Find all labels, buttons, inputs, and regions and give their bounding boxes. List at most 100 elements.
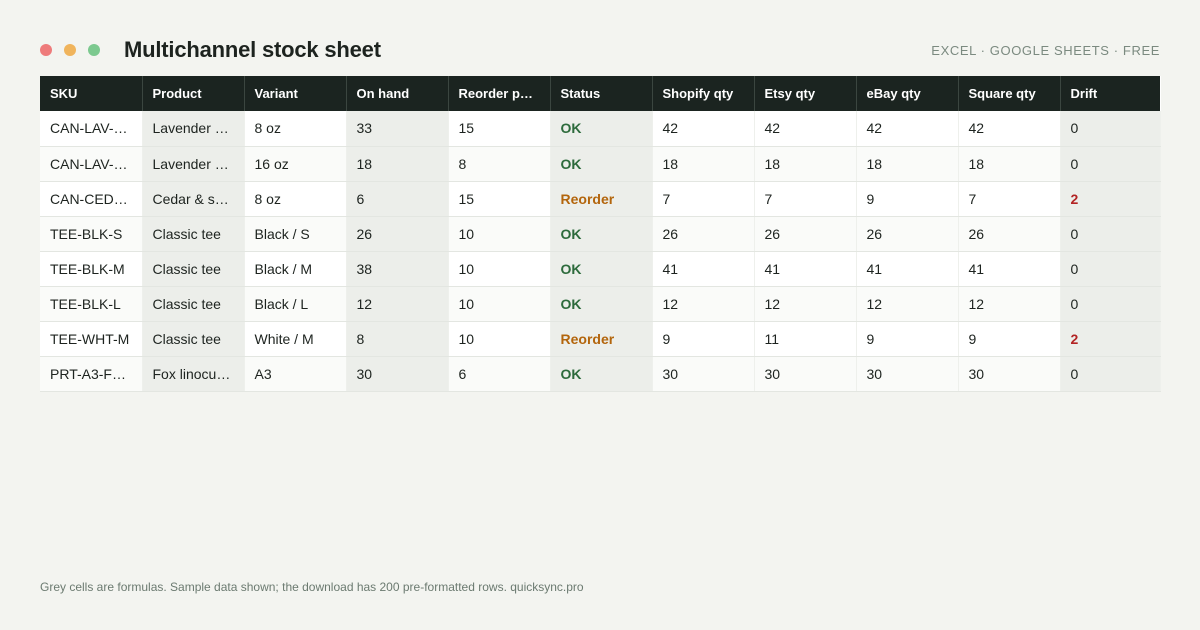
cell-product[interactable]: Classic tee bbox=[142, 216, 245, 252]
cell-status[interactable]: OK bbox=[550, 111, 653, 147]
cell-shopify[interactable]: 30 bbox=[652, 356, 755, 392]
cell-sku[interactable]: CAN-CED… bbox=[40, 181, 143, 217]
cell-product[interactable]: Lavender … bbox=[142, 111, 245, 147]
column-header-etsy-qty[interactable]: Etsy qty bbox=[754, 76, 857, 111]
column-header-variant[interactable]: Variant bbox=[244, 76, 347, 111]
cell-sku[interactable]: PRT-A3-F… bbox=[40, 356, 143, 392]
cell-drift[interactable]: 2 bbox=[1060, 321, 1161, 357]
cell-status[interactable]: OK bbox=[550, 356, 653, 392]
cell-sku[interactable]: CAN-LAV-… bbox=[40, 111, 143, 147]
cell-reorder[interactable]: 10 bbox=[448, 321, 551, 357]
cell-etsy[interactable]: 7 bbox=[754, 181, 857, 217]
cell-drift[interactable]: 2 bbox=[1060, 181, 1161, 217]
cell-product[interactable]: Classic tee bbox=[142, 286, 245, 322]
cell-square[interactable]: 26 bbox=[958, 216, 1061, 252]
column-header-shopify-qty[interactable]: Shopify qty bbox=[652, 76, 755, 111]
cell-etsy[interactable]: 12 bbox=[754, 286, 857, 322]
cell-square[interactable]: 12 bbox=[958, 286, 1061, 322]
cell-variant[interactable]: 8 oz bbox=[244, 181, 347, 217]
cell-ebay[interactable]: 41 bbox=[856, 251, 959, 287]
cell-sku[interactable]: TEE-WHT-M bbox=[40, 321, 143, 357]
cell-drift[interactable]: 0 bbox=[1060, 216, 1161, 252]
cell-product[interactable]: Classic tee bbox=[142, 251, 245, 287]
header-row: SKU Product Variant On hand Reorder p… Status… bbox=[40, 76, 1160, 111]
cell-etsy[interactable]: 41 bbox=[754, 251, 857, 287]
cell-sku[interactable]: TEE-BLK-S bbox=[40, 216, 143, 252]
cell-ebay[interactable]: 26 bbox=[856, 216, 959, 252]
cell-variant[interactable]: Black / L bbox=[244, 286, 347, 322]
cell-reorder[interactable]: 10 bbox=[448, 251, 551, 287]
column-header-on-hand[interactable]: On hand bbox=[346, 76, 449, 111]
cell-drift[interactable]: 0 bbox=[1060, 286, 1161, 322]
cell-reorder[interactable]: 15 bbox=[448, 181, 551, 217]
cell-shopify[interactable]: 9 bbox=[652, 321, 755, 357]
cell-etsy[interactable]: 26 bbox=[754, 216, 857, 252]
cell-etsy[interactable]: 42 bbox=[754, 111, 857, 147]
column-header-status[interactable]: Status bbox=[550, 76, 653, 111]
cell-ebay[interactable]: 30 bbox=[856, 356, 959, 392]
column-header-reorder-p[interactable]: Reorder p… bbox=[448, 76, 551, 111]
cell-status[interactable]: OK bbox=[550, 216, 653, 252]
cell-variant[interactable]: Black / M bbox=[244, 251, 347, 287]
cell-on-hand[interactable]: 6 bbox=[346, 181, 449, 217]
cell-product[interactable]: Lavender … bbox=[142, 146, 245, 182]
column-header-square-qty[interactable]: Square qty bbox=[958, 76, 1061, 111]
cell-status[interactable]: OK bbox=[550, 146, 653, 182]
cell-drift[interactable]: 0 bbox=[1060, 111, 1161, 147]
cell-etsy[interactable]: 11 bbox=[754, 321, 857, 357]
cell-variant[interactable]: 8 oz bbox=[244, 111, 347, 147]
cell-etsy[interactable]: 18 bbox=[754, 146, 857, 182]
cell-shopify[interactable]: 18 bbox=[652, 146, 755, 182]
cell-sku[interactable]: CAN-LAV-… bbox=[40, 146, 143, 182]
cell-reorder[interactable]: 10 bbox=[448, 286, 551, 322]
cell-product[interactable]: Classic tee bbox=[142, 321, 245, 357]
cell-drift[interactable]: 0 bbox=[1060, 356, 1161, 392]
cell-status[interactable]: Reorder bbox=[550, 321, 653, 357]
cell-square[interactable]: 18 bbox=[958, 146, 1061, 182]
cell-on-hand[interactable]: 18 bbox=[346, 146, 449, 182]
cell-reorder[interactable]: 10 bbox=[448, 216, 551, 252]
cell-on-hand[interactable]: 30 bbox=[346, 356, 449, 392]
cell-ebay[interactable]: 9 bbox=[856, 321, 959, 357]
cell-on-hand[interactable]: 33 bbox=[346, 111, 449, 147]
cell-square[interactable]: 30 bbox=[958, 356, 1061, 392]
cell-reorder[interactable]: 15 bbox=[448, 111, 551, 147]
cell-shopify[interactable]: 42 bbox=[652, 111, 755, 147]
cell-product[interactable]: Fox linocut… bbox=[142, 356, 245, 392]
column-header-product[interactable]: Product bbox=[142, 76, 245, 111]
cell-ebay[interactable]: 12 bbox=[856, 286, 959, 322]
cell-shopify[interactable]: 26 bbox=[652, 216, 755, 252]
cell-shopify[interactable]: 41 bbox=[652, 251, 755, 287]
cell-drift[interactable]: 0 bbox=[1060, 251, 1161, 287]
cell-status[interactable]: Reorder bbox=[550, 181, 653, 217]
cell-ebay[interactable]: 9 bbox=[856, 181, 959, 217]
cell-square[interactable]: 9 bbox=[958, 321, 1061, 357]
cell-variant[interactable]: A3 bbox=[244, 356, 347, 392]
cell-reorder[interactable]: 6 bbox=[448, 356, 551, 392]
cell-shopify[interactable]: 12 bbox=[652, 286, 755, 322]
cell-product[interactable]: Cedar & s… bbox=[142, 181, 245, 217]
cell-sku[interactable]: TEE-BLK-L bbox=[40, 286, 143, 322]
cell-reorder[interactable]: 8 bbox=[448, 146, 551, 182]
cell-ebay[interactable]: 42 bbox=[856, 111, 959, 147]
cell-on-hand[interactable]: 8 bbox=[346, 321, 449, 357]
cell-sku[interactable]: TEE-BLK-M bbox=[40, 251, 143, 287]
cell-ebay[interactable]: 18 bbox=[856, 146, 959, 182]
cell-variant[interactable]: White / M bbox=[244, 321, 347, 357]
cell-on-hand[interactable]: 38 bbox=[346, 251, 449, 287]
cell-square[interactable]: 41 bbox=[958, 251, 1061, 287]
cell-square[interactable]: 7 bbox=[958, 181, 1061, 217]
cell-square[interactable]: 42 bbox=[958, 111, 1061, 147]
cell-variant[interactable]: Black / S bbox=[244, 216, 347, 252]
cell-variant[interactable]: 16 oz bbox=[244, 146, 347, 182]
cell-etsy[interactable]: 30 bbox=[754, 356, 857, 392]
cell-status[interactable]: OK bbox=[550, 251, 653, 287]
cell-shopify[interactable]: 7 bbox=[652, 181, 755, 217]
cell-drift[interactable]: 0 bbox=[1060, 146, 1161, 182]
column-header-ebay-qty[interactable]: eBay qty bbox=[856, 76, 959, 111]
cell-on-hand[interactable]: 26 bbox=[346, 216, 449, 252]
column-header-drift[interactable]: Drift bbox=[1060, 76, 1160, 111]
column-header-sku[interactable]: SKU bbox=[40, 76, 143, 111]
cell-on-hand[interactable]: 12 bbox=[346, 286, 449, 322]
cell-status[interactable]: OK bbox=[550, 286, 653, 322]
